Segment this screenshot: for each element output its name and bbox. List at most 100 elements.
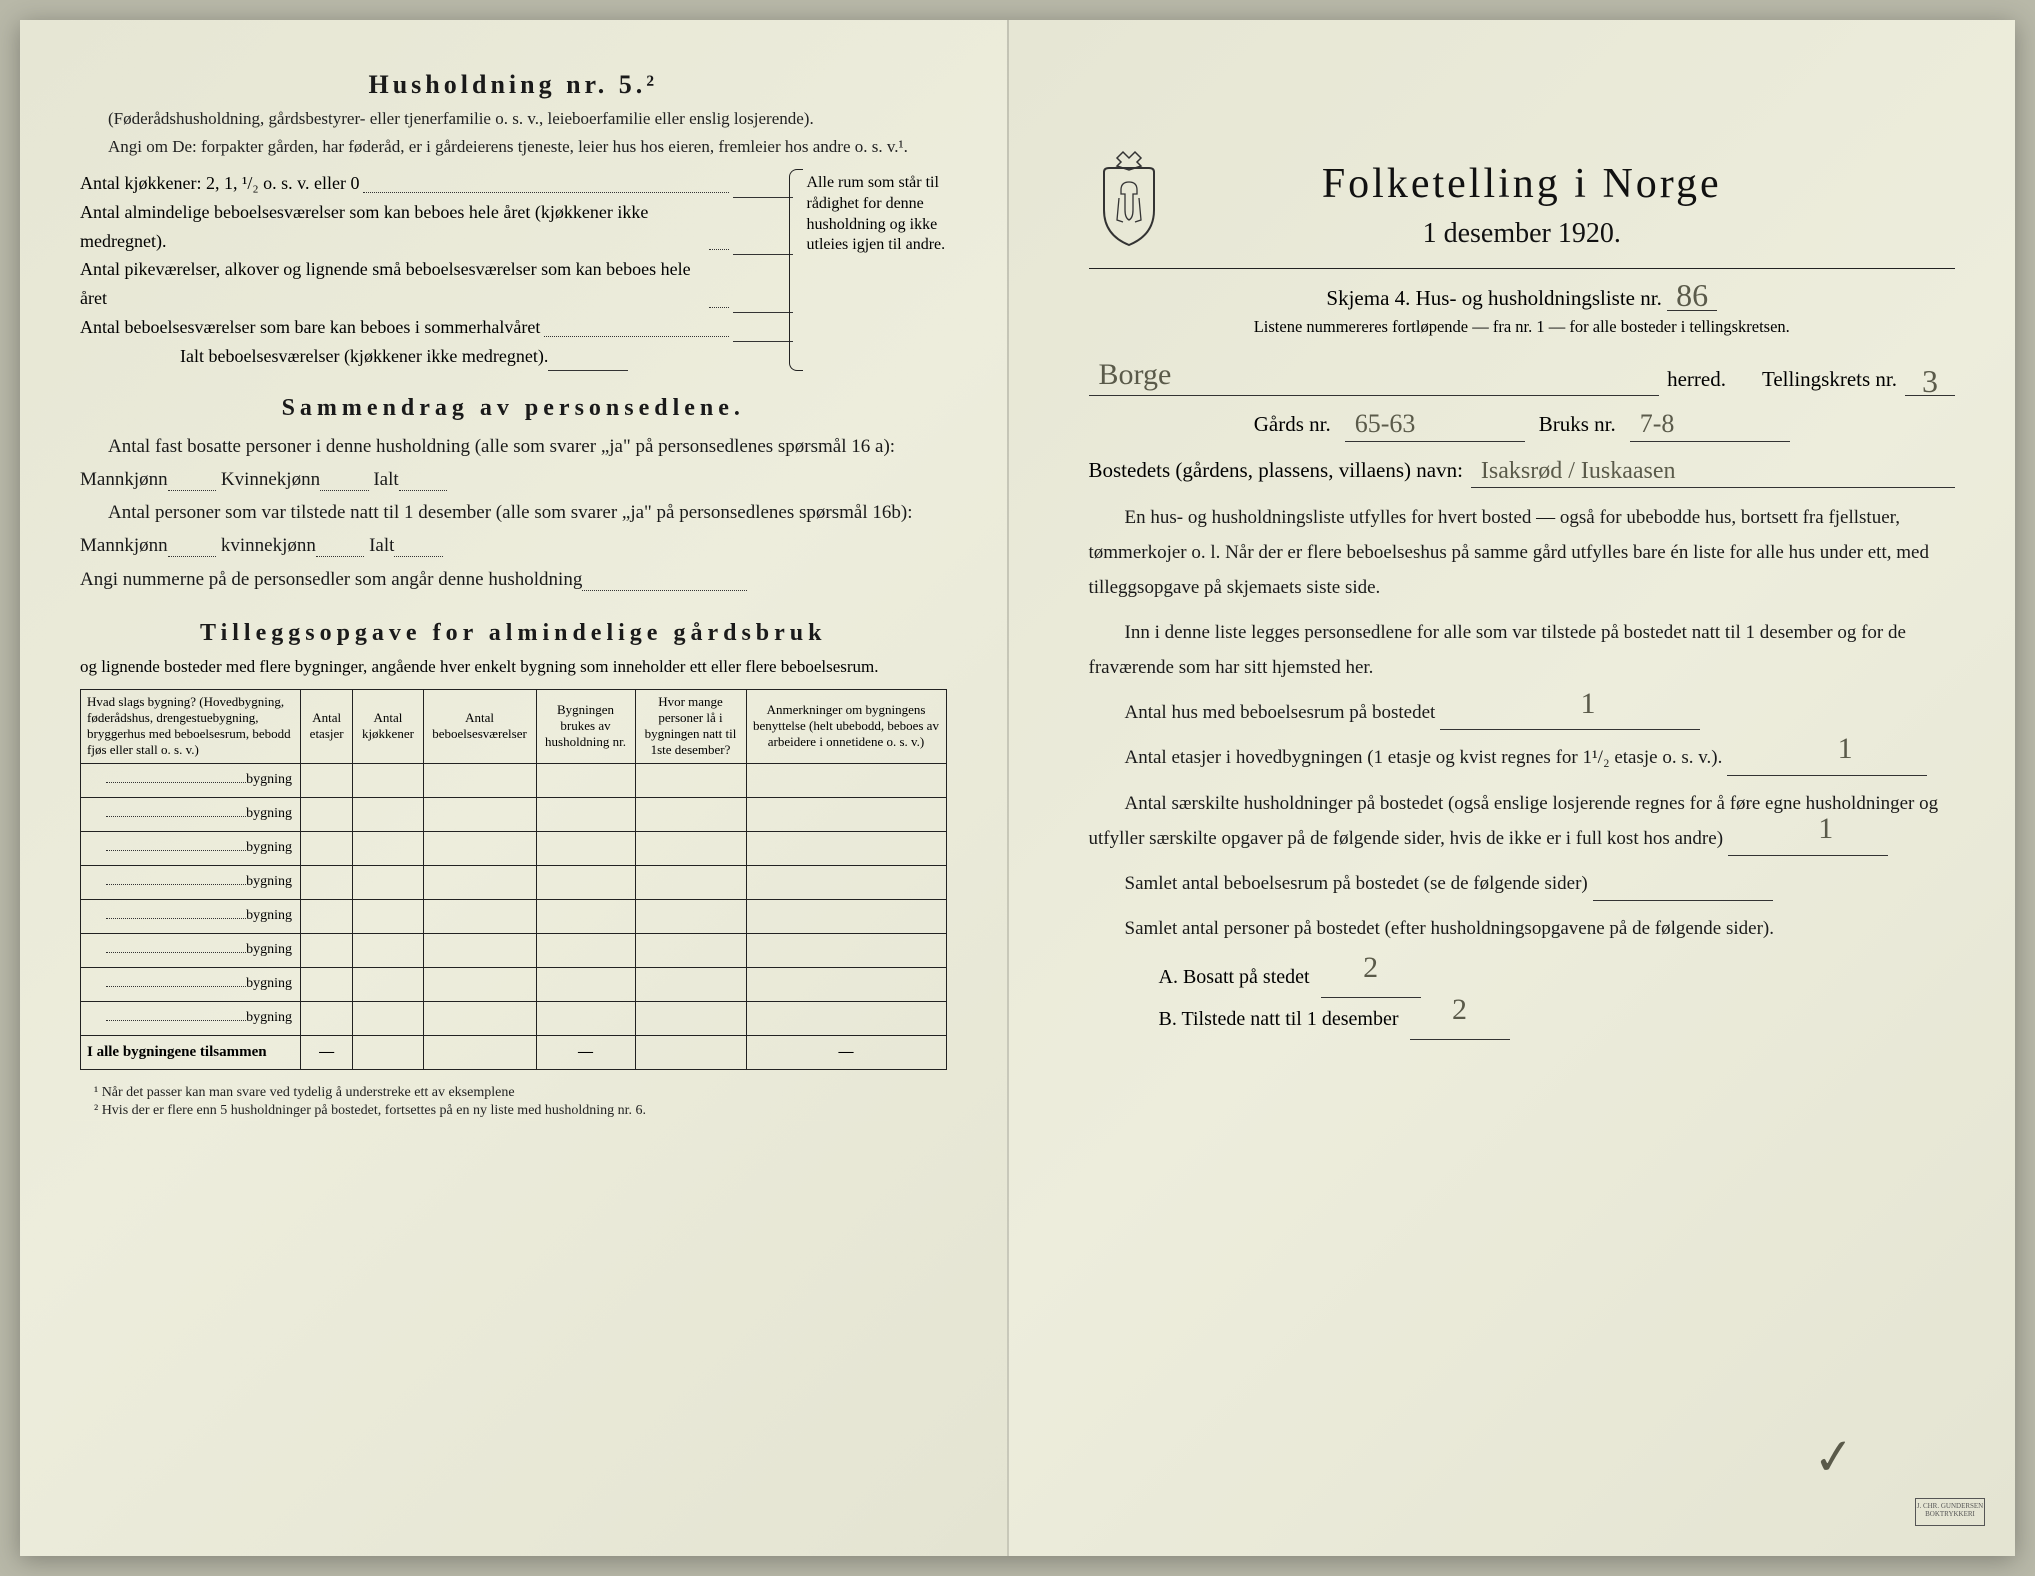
brace-icon (789, 169, 803, 371)
section3-title: Tilleggsopgave for almindelige gårdsbruk (80, 620, 947, 647)
skjema-label: Skjema 4. Hus- og husholdningsliste nr. (1326, 286, 1661, 310)
sum-c2 (353, 1035, 423, 1069)
census-title: Folketelling i Norge (1089, 160, 1956, 208)
row-label-cell: bygning (81, 1001, 301, 1035)
para1: En hus- og husholdningsliste utfylles fo… (1089, 500, 1956, 605)
bosted-label: Bostedets (gårdens, plassens, villaens) … (1089, 454, 1463, 488)
printer-stamp: J. CHR. GUNDERSEN BOKTRYKKERI (1915, 1498, 1985, 1526)
cell (635, 831, 746, 865)
gards-field: 65-63 (1345, 414, 1525, 442)
s3-sub: og lignende bosteder med flere bygninger… (80, 655, 947, 679)
rooms-label-2: Antal pikeværelser, alkover og lignende … (80, 255, 705, 313)
th-6: Hvor mange personer lå i bygningen natt … (635, 689, 746, 763)
bosted-field: Isaksrød / Iuskaasen (1471, 460, 1955, 488)
cell (635, 967, 746, 1001)
tellingskrets-label: Tellingskrets nr. (1762, 363, 1897, 397)
sum-dash-1: — (301, 1035, 353, 1069)
table-sum-row: I alle bygningene tilsammen — — — (81, 1035, 947, 1069)
gards-value: 65-63 (1355, 403, 1416, 445)
cell (423, 967, 536, 1001)
rooms-row-3: Antal beboelsesværelser som bare kan beb… (80, 313, 793, 342)
cell (353, 933, 423, 967)
title-rule (1089, 268, 1956, 269)
s2-block: Antal fast bosatte personer i denne hush… (80, 430, 947, 497)
b-label: B. Tilstede natt til 1 desember (1159, 1008, 1399, 1030)
q3-row: Antal særskilte husholdninger på bostede… (1089, 786, 1956, 856)
bosted-row: Bostedets (gårdens, plassens, villaens) … (1089, 454, 1956, 488)
gards-label: Gårds nr. (1254, 408, 1331, 442)
skjema-line: Skjema 4. Hus- og husholdningsliste nr. … (1089, 281, 1956, 311)
right-page: Folketelling i Norge 1 desember 1920. Sk… (1009, 20, 2016, 1556)
table-row: bygning (81, 899, 947, 933)
q4-label: Samlet antal beboelsesrum på bostedet (s… (1125, 873, 1588, 894)
rooms-total-row: Ialt beboelsesværelser (kjøkkener ikke m… (80, 342, 793, 371)
cell (635, 763, 746, 797)
cell (353, 763, 423, 797)
q2-label: Antal etasjer i hovedbygningen (1 etasje… (1125, 747, 1723, 768)
q1-value: 1 (1545, 676, 1596, 732)
table-row: bygning (81, 865, 947, 899)
cell (423, 933, 536, 967)
table-row: bygning (81, 831, 947, 865)
cell (353, 899, 423, 933)
census-date: 1 desember 1920. (1089, 218, 1956, 250)
cell (536, 1001, 635, 1035)
rooms-label-1: Antal almindelige beboelsesværelser som … (80, 198, 705, 256)
cell (746, 933, 946, 967)
skjema-nr-value: 86 (1667, 281, 1717, 311)
cell (746, 797, 946, 831)
cell (536, 831, 635, 865)
rooms-row-1: Antal almindelige beboelsesværelser som … (80, 198, 793, 256)
sum-label: I alle bygningene tilsammen (81, 1035, 301, 1069)
q5-row: Samlet antal personer på bostedet (efter… (1089, 911, 1956, 946)
th-1: Hvad slags bygning? (Hovedbygning, føder… (81, 689, 301, 763)
cell (423, 899, 536, 933)
cell (353, 797, 423, 831)
herred-value: Borge (1099, 351, 1172, 399)
cell (423, 1001, 536, 1035)
rooms-margin-note: Alle rum som står til rådighet for denne… (807, 169, 947, 371)
cell (746, 763, 946, 797)
left-page: Husholdning nr. 5.² (Føderådshusholdning… (20, 20, 1009, 1556)
margin-note-text: Alle rum som står til rådighet for denne… (807, 174, 946, 253)
left-intro1: (Føderådshusholdning, gårdsbestyrer- ell… (80, 106, 947, 132)
cell (536, 865, 635, 899)
cell (301, 865, 353, 899)
row-label-cell: bygning (81, 933, 301, 967)
th-2: Antal etasjer (301, 689, 353, 763)
s2-ialt: Ialt (373, 469, 398, 490)
s2-angi-row: Angi nummerne på de personsedler som ang… (80, 563, 947, 596)
s2-kvinne: Kvinnekjønn (221, 469, 320, 490)
cell (301, 899, 353, 933)
cell (536, 967, 635, 1001)
s2-kvinne2: kvinnekjønn (221, 535, 316, 556)
table-row: bygning (81, 763, 947, 797)
q2-value: 1 (1802, 721, 1853, 777)
table-row: bygning (81, 933, 947, 967)
bosted-value: Isaksrød / Iuskaasen (1481, 452, 1676, 490)
table-row: bygning (81, 967, 947, 1001)
bruks-value: 7-8 (1640, 403, 1675, 445)
a-value: 2 (1363, 936, 1378, 999)
cell (746, 967, 946, 1001)
cell (746, 865, 946, 899)
footnote-1: ¹ Når det passer kan man svare ved tydel… (80, 1084, 947, 1102)
cell (353, 967, 423, 1001)
cell (301, 1001, 353, 1035)
checkmark-icon: ✓ (1811, 1426, 1858, 1487)
row-label-cell: bygning (81, 797, 301, 831)
para2: Inn i denne liste legges personsedlene f… (1089, 615, 1956, 685)
cell (301, 831, 353, 865)
cell (536, 797, 635, 831)
cell (353, 865, 423, 899)
q2-row: Antal etasjer i hovedbygningen (1 etasje… (1089, 740, 1956, 775)
footnote-2: ² Hvis der er flere enn 5 husholdninger … (80, 1102, 947, 1120)
coat-of-arms-icon (1089, 150, 1169, 250)
herred-field: Borge (1089, 368, 1660, 396)
a-label: A. Bosatt på stedet (1159, 966, 1310, 988)
q3-value: 1 (1782, 801, 1833, 857)
a-row: A. Bosatt på stedet 2 (1159, 956, 1956, 998)
cell (301, 967, 353, 1001)
s2-angi: Angi nummerne på de personsedler som ang… (80, 569, 582, 590)
cell (301, 763, 353, 797)
